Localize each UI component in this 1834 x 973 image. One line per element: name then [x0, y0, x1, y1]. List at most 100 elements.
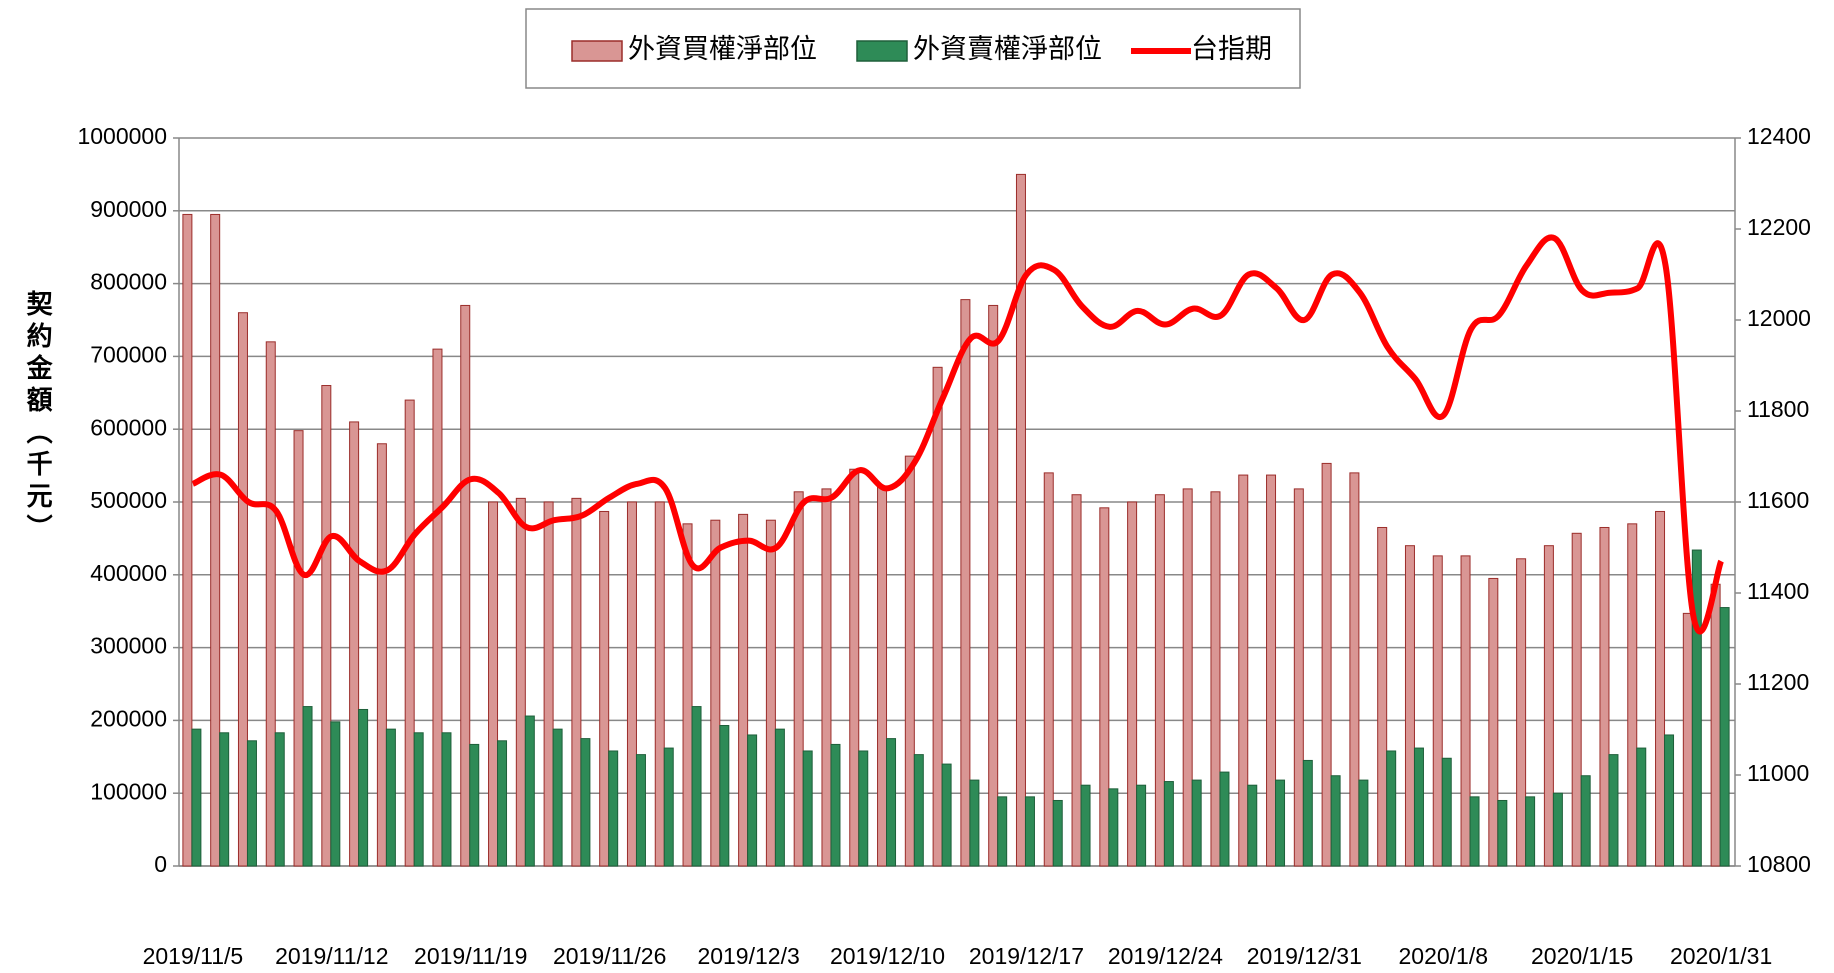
bar: [1219, 771, 1230, 867]
y-tick-label: 500000: [90, 487, 167, 513]
legend-label: 外資賣權淨部位: [913, 34, 1102, 64]
y2-tick-label: 12000: [1747, 305, 1811, 331]
bar: [599, 510, 610, 867]
bar: [1377, 526, 1388, 867]
bar: [1015, 173, 1026, 867]
bar: [321, 385, 332, 867]
bar: [1608, 754, 1619, 867]
bar: [358, 708, 369, 867]
x-tick-label: 2019/11/19: [414, 943, 527, 969]
y-tick-label: 900000: [90, 196, 167, 222]
bar: [1321, 462, 1332, 867]
bar: [460, 304, 471, 867]
y-tick-label: 700000: [90, 341, 167, 367]
bar: [1127, 501, 1138, 867]
bar: [432, 348, 443, 867]
bar: [1525, 796, 1536, 867]
bar: [941, 763, 952, 867]
bar: [488, 501, 499, 867]
bar: [913, 754, 924, 867]
bar: [1163, 781, 1174, 867]
bar: [1386, 750, 1397, 867]
bar: [802, 750, 813, 867]
bar: [1182, 488, 1193, 867]
bar: [1655, 510, 1666, 867]
bar: [191, 728, 202, 867]
bar: [1024, 796, 1035, 867]
bar: [719, 724, 730, 867]
bar: [413, 732, 424, 867]
bar: [849, 468, 860, 867]
y2-tick-label: 12400: [1747, 123, 1811, 149]
bar: [1580, 775, 1591, 867]
bar: [1599, 526, 1610, 867]
bar: [293, 430, 304, 867]
bar: [1330, 775, 1341, 867]
bar: [793, 491, 804, 867]
bar: [960, 299, 971, 867]
bar: [219, 732, 230, 867]
bar: [1710, 583, 1721, 867]
bar: [626, 501, 637, 867]
bar: [330, 721, 341, 867]
bar: [1543, 545, 1554, 867]
bar: [274, 732, 285, 867]
bar: [210, 213, 221, 867]
line: [191, 234, 1724, 635]
legend-label: 外資買權淨部位: [628, 34, 817, 64]
bar: [1247, 784, 1258, 867]
bar: [1552, 792, 1563, 867]
bar: [1664, 734, 1675, 867]
y2-tick-label: 11000: [1747, 760, 1809, 786]
y-axis-title: 契約金額（千元）: [23, 290, 53, 546]
bar: [237, 312, 248, 867]
bar: [1627, 523, 1638, 867]
bar: [682, 523, 693, 867]
bar: [969, 779, 980, 867]
bar: [1571, 532, 1582, 867]
y-tick-label: 800000: [90, 269, 167, 295]
bar: [469, 743, 480, 867]
y-tick-label: 100000: [90, 778, 167, 804]
bar: [1238, 474, 1249, 867]
x-tick-label: 2020/1/8: [1398, 943, 1488, 969]
bar: [182, 213, 193, 867]
y2-tick-label: 11200: [1747, 669, 1809, 695]
bar: [1516, 558, 1527, 867]
bar: [1719, 607, 1730, 867]
bar: [904, 455, 915, 867]
legend-label: 台指期: [1191, 34, 1272, 64]
bar: [1043, 472, 1054, 867]
bar: [1441, 757, 1452, 867]
bar: [1404, 545, 1415, 867]
bar: [1682, 612, 1693, 867]
bar: [1349, 472, 1360, 867]
bar: [997, 796, 1008, 867]
bar: [1413, 747, 1424, 867]
bar: [635, 754, 646, 867]
x-tick-label: 2019/11/26: [553, 943, 666, 969]
x-tick-label: 2020/1/15: [1531, 943, 1633, 969]
bar: [1469, 796, 1480, 867]
bar: [1071, 494, 1082, 867]
bar: [1497, 799, 1508, 867]
bar: [1432, 555, 1443, 867]
bar: [246, 740, 257, 867]
bar: [580, 738, 591, 867]
bar: [1052, 799, 1063, 867]
legend-swatch: [856, 40, 908, 62]
bar: [1080, 784, 1091, 867]
x-tick-label: 2019/12/17: [969, 943, 1084, 969]
bar: [821, 488, 832, 867]
bar: [710, 519, 721, 867]
x-tick-label: 2019/12/10: [830, 943, 945, 969]
bar: [265, 341, 276, 867]
bar: [1191, 779, 1202, 867]
bar: [376, 443, 387, 867]
bar: [663, 747, 674, 867]
bar: [877, 486, 888, 867]
bar: [608, 750, 619, 867]
bar: [1636, 747, 1647, 867]
y-tick-label: 300000: [90, 633, 167, 659]
bar: [1154, 494, 1165, 867]
